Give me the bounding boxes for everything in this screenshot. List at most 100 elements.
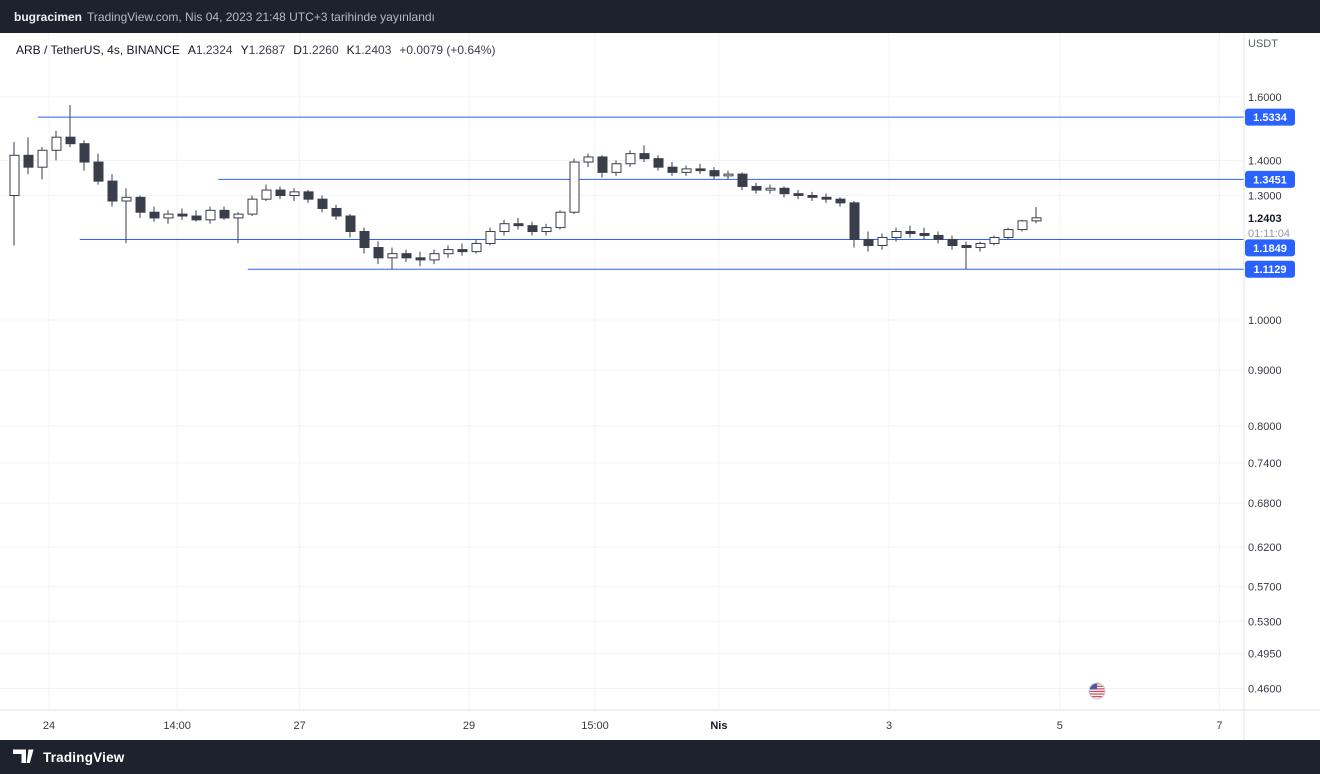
symbol-legend: ARB / TetherUS, 4s, BINANCE A 1.2324 Y 1.2… xyxy=(16,43,495,57)
candle-body xyxy=(905,231,916,234)
candle-body xyxy=(317,198,328,209)
candle-body xyxy=(331,207,342,217)
candle-body xyxy=(695,168,706,172)
candle-body xyxy=(1031,217,1042,222)
price-tick-label[interactable]: 1.3000 xyxy=(1248,191,1282,203)
tradingview-brand[interactable]: TradingView xyxy=(43,749,125,765)
level-price-label-text: 1.5334 xyxy=(1253,112,1288,124)
level-price-label[interactable] xyxy=(1245,260,1295,278)
candle-body xyxy=(233,213,244,219)
candle-body xyxy=(737,173,748,187)
ohlc-close: K 1.2403 xyxy=(346,43,392,57)
candle-body xyxy=(933,234,944,240)
footer-bar: TradingView xyxy=(0,740,1320,774)
tradingview-logo-icon[interactable] xyxy=(13,749,35,765)
candle-body xyxy=(79,143,90,163)
level-price-label[interactable] xyxy=(1245,239,1295,257)
candle-body xyxy=(387,253,398,259)
candle-body xyxy=(569,161,580,213)
candle-body xyxy=(191,215,202,221)
ohlc-open: A 1.2324 xyxy=(187,43,233,57)
candle-body xyxy=(821,196,832,200)
candle-body xyxy=(37,149,48,168)
candle-body xyxy=(849,202,860,240)
time-tick-label[interactable]: 24 xyxy=(43,720,55,732)
candle-body xyxy=(415,257,426,261)
candle-body xyxy=(891,231,902,238)
candle-body xyxy=(541,227,552,233)
publish-info: TradingView.com, Nis 04, 2023 21:48 UTC+… xyxy=(87,9,435,24)
candle-body xyxy=(1003,229,1014,238)
symbol-title[interactable]: ARB / TetherUS, 4s, BINANCE xyxy=(16,43,180,57)
candle-body xyxy=(835,198,846,204)
candle-body xyxy=(23,154,34,168)
candle-body xyxy=(779,187,790,195)
candle-body xyxy=(499,223,510,233)
candle-body xyxy=(401,253,412,259)
price-tick-label[interactable]: 1.6000 xyxy=(1248,92,1282,104)
candle-body xyxy=(527,225,538,233)
price-tick-label[interactable]: 0.5700 xyxy=(1248,582,1282,594)
chart-area[interactable]: USDT 1.6000 1.4000 1.3000 1.0000 0.9000 0.8000… xyxy=(0,33,1320,740)
price-tick-label[interactable]: 0.4950 xyxy=(1248,649,1282,661)
currency-label: USDT xyxy=(1248,38,1278,50)
candle-body xyxy=(793,193,804,197)
time-tick-label[interactable]: 5 xyxy=(1057,720,1063,732)
publish-header: bugracimen TradingView.com, Nis 04, 2023… xyxy=(0,0,1320,33)
time-tick-label[interactable]: 15:00 xyxy=(581,720,609,732)
candle-body xyxy=(107,180,118,202)
candle-body xyxy=(625,153,636,165)
candle-body xyxy=(1017,220,1028,231)
candle-body xyxy=(765,187,776,191)
level-price-label[interactable] xyxy=(1245,170,1295,188)
countdown-label: 01:11:04 xyxy=(1248,228,1290,240)
candle-body xyxy=(9,154,20,197)
us-flag-event-icon[interactable] xyxy=(1088,682,1106,700)
level-price-label-text: 1.1129 xyxy=(1253,264,1286,276)
candle-body xyxy=(373,247,384,259)
candle-body xyxy=(989,236,1000,244)
candle-body xyxy=(555,211,566,229)
ohlc-high: Y 1.2687 xyxy=(240,43,286,57)
candle-body xyxy=(177,213,188,217)
level-price-label[interactable] xyxy=(1245,108,1295,126)
candle-body xyxy=(219,209,230,219)
ohlc-low: D 1.2260 xyxy=(293,43,339,57)
candle-body xyxy=(597,156,608,173)
price-tick-label[interactable]: 0.6800 xyxy=(1248,498,1282,510)
candle-body xyxy=(149,211,160,219)
price-tick-label[interactable]: 1.4000 xyxy=(1248,155,1282,167)
candle-body xyxy=(709,170,720,177)
time-tick-label[interactable]: 27 xyxy=(293,720,305,732)
candle-body xyxy=(205,209,216,221)
price-tick-label[interactable]: 0.5300 xyxy=(1248,616,1282,628)
candle-body xyxy=(121,196,132,202)
author-name[interactable]: bugracimen xyxy=(14,9,83,24)
time-tick-label[interactable]: 29 xyxy=(463,720,475,732)
price-tick-label[interactable]: 0.7400 xyxy=(1248,458,1282,470)
time-tick-label[interactable]: Nis xyxy=(710,720,727,732)
time-tick-label[interactable]: 7 xyxy=(1216,720,1222,732)
time-tick-label[interactable]: 3 xyxy=(886,720,892,732)
price-tick-label[interactable]: 1.0000 xyxy=(1248,315,1282,327)
time-tick-label[interactable]: 14:00 xyxy=(163,720,191,732)
price-tick-label[interactable]: 0.8000 xyxy=(1248,421,1282,433)
candle-body xyxy=(919,232,930,236)
candle-body xyxy=(429,253,440,261)
price-tick-label[interactable]: 0.6200 xyxy=(1248,542,1282,554)
price-tick-label[interactable]: 0.4600 xyxy=(1248,683,1282,695)
price-tick-label[interactable]: 0.9000 xyxy=(1248,365,1282,377)
candle-body xyxy=(261,189,272,200)
candle-body xyxy=(51,136,62,151)
candle-body xyxy=(457,249,468,253)
candle-body xyxy=(135,196,146,213)
candle-body xyxy=(611,163,622,173)
candle-body xyxy=(961,245,972,249)
candle-body xyxy=(723,173,734,177)
candle-body xyxy=(65,136,76,145)
candle-body xyxy=(289,191,300,197)
candle-body xyxy=(345,215,356,233)
candle-body xyxy=(975,242,986,249)
current-price-label: 1.2403 xyxy=(1248,213,1282,225)
price-chart-canvas[interactable]: USDT 1.6000 1.4000 1.3000 1.0000 0.9000 0.8000… xyxy=(0,33,1320,740)
